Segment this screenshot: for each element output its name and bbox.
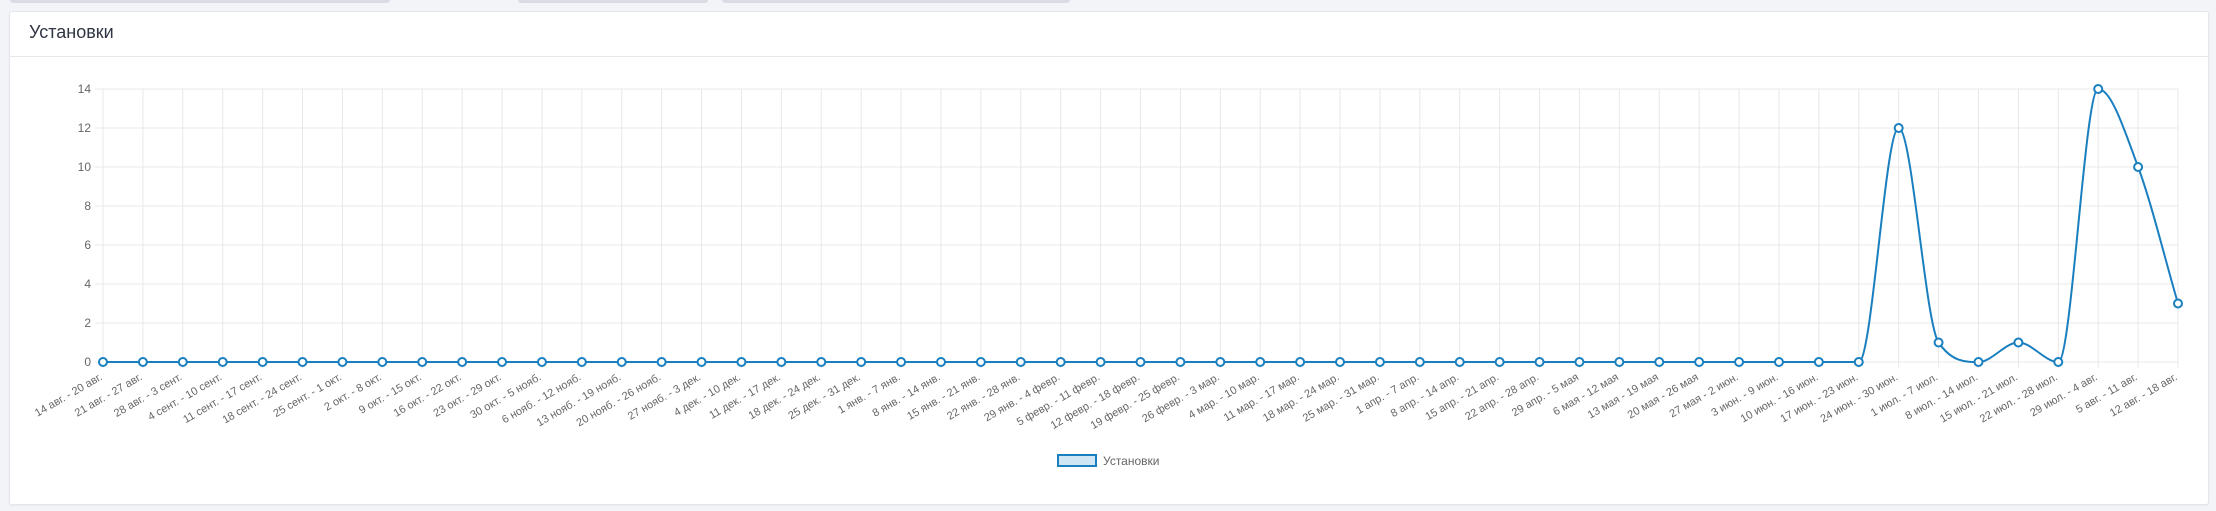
x-tick-label: 23 окт. - 29 окт. (432, 371, 504, 420)
data-point (1973, 357, 1984, 367)
data-point (656, 357, 667, 367)
data-point (1255, 357, 1266, 367)
data-point (616, 357, 627, 367)
data-point (137, 357, 148, 367)
legend-swatch (1057, 454, 1097, 467)
data-point (2133, 162, 2144, 172)
data-point (417, 357, 428, 367)
card-title: Установки (29, 22, 114, 42)
data-point (1135, 357, 1146, 367)
data-point (1414, 357, 1425, 367)
data-point (257, 357, 268, 367)
data-point (497, 357, 508, 367)
x-tick-label: 25 сент. - 1 окт. (271, 371, 343, 420)
y-tick-label: 10 (78, 160, 92, 174)
data-point (1773, 357, 1784, 367)
x-tick-label: 12 авг. - 18 авг. (2108, 371, 2180, 419)
data-point (1813, 357, 1824, 367)
x-tick-label: 21 авг. - 27 авг. (73, 371, 145, 419)
data-point (2013, 337, 2024, 348)
legend-item-installs[interactable]: Установки (1057, 454, 1159, 468)
data-point (1015, 357, 1026, 367)
data-point (1654, 357, 1665, 367)
card-header: Установки (10, 12, 2208, 57)
data-point (1893, 123, 1904, 133)
data-point (1095, 357, 1106, 367)
data-point (975, 357, 986, 367)
data-point (217, 357, 228, 367)
x-tick-label: 29 апр. - 5 мая (1510, 371, 1581, 419)
data-point (1215, 357, 1226, 367)
data-point (1534, 357, 1545, 367)
y-tick-label: 8 (84, 199, 91, 213)
x-tick-label: 16 окт. - 22 окт. (392, 371, 464, 420)
data-point (1574, 357, 1585, 367)
top-bar (0, 0, 2216, 6)
installs-card: Установки 0 2 4 6 8 10 12 14 14 авг. - 20 авг. 21… (9, 11, 2209, 505)
data-point (1614, 357, 1625, 367)
x-tick-label: 27 мая - 2 июн. (1668, 371, 1741, 420)
legend-label: Установки (1103, 454, 1159, 468)
data-point (1694, 357, 1705, 367)
data-point (896, 357, 907, 367)
data-point (1454, 357, 1465, 367)
data-point (816, 357, 827, 367)
x-tick-label: 14 авг. - 20 авг. (33, 371, 105, 419)
installs-chart: 0 2 4 6 8 10 12 14 14 авг. - 20 авг.21 авг. - 27… (33, 82, 2183, 468)
y-tick-label: 4 (84, 277, 91, 291)
data-point (736, 357, 747, 367)
y-tick-label: 12 (78, 121, 92, 135)
data-point (177, 357, 188, 367)
data-point (1734, 357, 1745, 367)
top-tab-3[interactable] (722, 0, 1070, 3)
data-point (1374, 357, 1385, 367)
y-tick-label: 6 (84, 238, 91, 252)
data-point (98, 357, 108, 367)
x-tick-label: 29 июл. - 4 авг. (2028, 371, 2099, 419)
data-point (2053, 357, 2064, 367)
data-point (377, 357, 388, 367)
data-point (1055, 357, 1066, 367)
data-point (297, 357, 308, 367)
top-tab-1[interactable] (10, 0, 390, 3)
data-point (536, 357, 547, 367)
y-tick-label: 14 (78, 82, 92, 96)
data-point (1175, 357, 1186, 367)
data-point (2173, 298, 2183, 309)
data-point (2093, 84, 2104, 94)
data-point (1853, 357, 1864, 367)
data-point (457, 357, 468, 367)
data-point (696, 357, 707, 367)
y-tick-label: 0 (84, 355, 91, 369)
data-point (1494, 357, 1505, 367)
y-tick-label: 2 (84, 316, 91, 330)
data-point (1335, 357, 1346, 367)
top-tab-2[interactable] (518, 0, 708, 3)
data-point (1933, 337, 1944, 348)
data-point (1295, 357, 1306, 367)
data-point (776, 357, 787, 367)
data-point (935, 357, 946, 367)
data-point (576, 357, 587, 367)
data-point (337, 357, 348, 367)
data-point (856, 357, 867, 367)
